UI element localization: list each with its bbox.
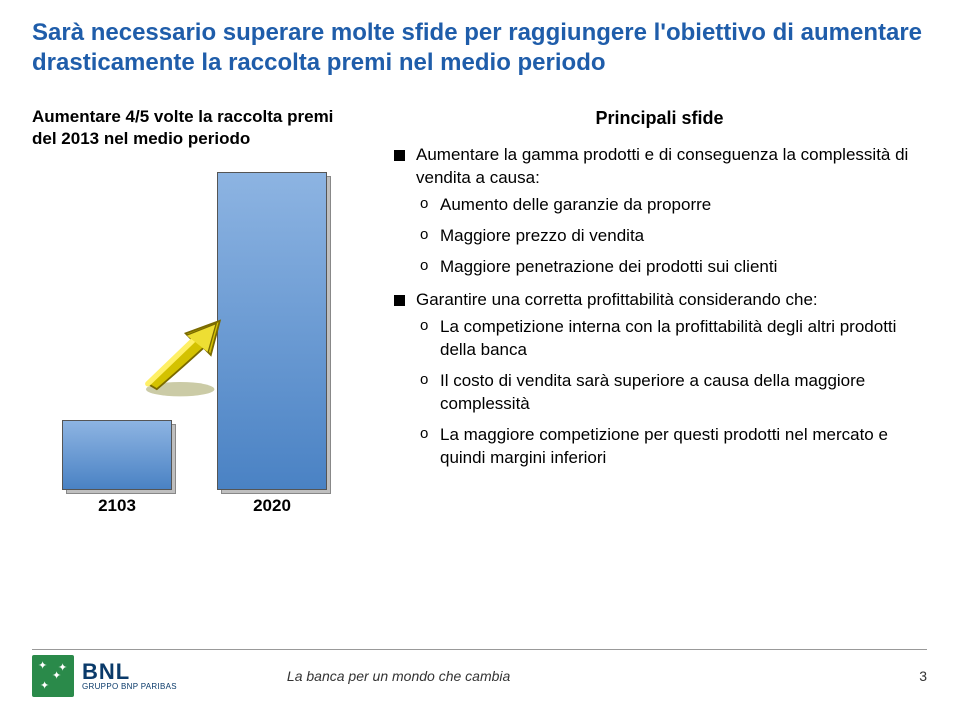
logo-block: ✦ ✦ ✦ ✦ BNL GRUPPO BNP PARIBAS [32, 655, 177, 697]
bar-chart [32, 170, 342, 490]
challenges-header: Principali sfide [392, 106, 927, 130]
bullet-2-text: Garantire una corretta profittabilità co… [416, 290, 818, 309]
x-label-2: 2020 [217, 496, 327, 516]
b2-sub2: Il costo di vendita sarà superiore a cau… [416, 370, 927, 416]
bullet-1: Aumentare la gamma prodotti e di consegu… [392, 144, 927, 279]
logo-icon: ✦ ✦ ✦ ✦ [32, 655, 74, 697]
bullet-list: Aumentare la gamma prodotti e di consegu… [392, 144, 927, 469]
bullet-2-sublist: La competizione interna con la profittab… [416, 316, 927, 470]
left-column: Aumentare 4/5 volte la raccolta premi de… [32, 106, 362, 516]
x-label-1: 2103 [62, 496, 172, 516]
growth-arrow-icon [137, 310, 227, 400]
b2-sub3: La maggiore competizione per questi prod… [416, 424, 927, 470]
b1-sub2: Maggiore prezzo di vendita [416, 225, 927, 248]
footer-tagline: La banca per un mondo che cambia [287, 668, 510, 684]
b2-sub1: La competizione interna con la profittab… [416, 316, 927, 362]
footer-divider [32, 649, 927, 650]
logo-main: BNL [82, 661, 177, 683]
logo-text: BNL GRUPPO BNP PARIBAS [82, 661, 177, 691]
b1-sub1: Aumento delle garanzie da proporre [416, 194, 927, 217]
right-column: Principali sfide Aumentare la gamma prod… [392, 106, 927, 516]
bullet-1-text: Aumentare la gamma prodotti e di consegu… [416, 145, 908, 187]
logo-sub: GRUPPO BNP PARIBAS [82, 683, 177, 691]
b1-sub3: Maggiore penetrazione dei prodotti sui c… [416, 256, 927, 279]
slide-title: Sarà necessario superare molte sfide per… [32, 18, 927, 78]
chart-note: Aumentare 4/5 volte la raccolta premi de… [32, 106, 362, 150]
bar-1 [62, 420, 172, 490]
content-row: Aumentare 4/5 volte la raccolta premi de… [32, 106, 927, 516]
bar-2 [217, 172, 327, 490]
page-number: 3 [919, 668, 927, 684]
slide-container: Sarà necessario superare molte sfide per… [0, 0, 959, 713]
bullet-1-sublist: Aumento delle garanzie da proporre Maggi… [416, 194, 927, 279]
chart-x-labels: 2103 2020 [32, 496, 342, 516]
slide-footer: ✦ ✦ ✦ ✦ BNL GRUPPO BNP PARIBAS La banca … [0, 649, 959, 703]
bullet-2: Garantire una corretta profittabilità co… [392, 289, 927, 470]
